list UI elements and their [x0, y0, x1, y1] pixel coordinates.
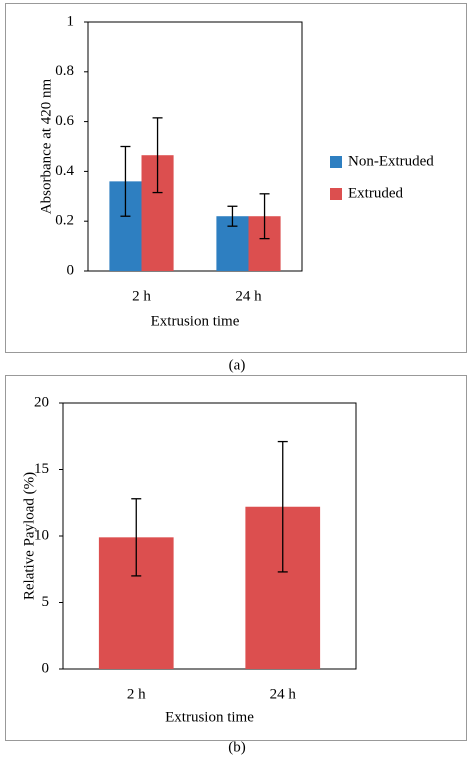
y-tick-label: 5 — [42, 594, 50, 610]
legend-swatch — [330, 156, 342, 168]
plot-area-border — [87, 21, 303, 272]
x-tick-label: 2 h — [127, 686, 146, 702]
error-bar — [227, 205, 238, 227]
x-axis-label: Extrusion time — [165, 709, 254, 725]
y-tick-label: 1 — [67, 13, 75, 29]
y-axis-label: Absorbance at 420 nm — [38, 78, 54, 214]
y-tick-label: 10 — [34, 527, 49, 543]
panel-caption: (b) — [228, 739, 246, 755]
x-tick-label: 24 h — [270, 686, 297, 702]
panel-frame — [5, 375, 467, 741]
x-axis-label: Extrusion time — [151, 313, 240, 329]
error-bar — [277, 440, 288, 573]
error-bar — [120, 145, 131, 217]
error-bar — [152, 117, 163, 194]
y-tick-label: 0 — [42, 660, 50, 676]
y-tick-label: 0.2 — [55, 213, 74, 229]
y-tick-label: 0.4 — [55, 163, 74, 179]
y-tick-label: 0.6 — [55, 113, 74, 129]
panel-caption: (a) — [229, 357, 246, 373]
y-tick-label: 0.8 — [55, 63, 74, 79]
error-bar — [131, 498, 142, 577]
y-tick-label: 20 — [34, 394, 49, 410]
y-tick-label: 15 — [34, 461, 49, 477]
legend-label: Non-Extruded — [348, 153, 434, 169]
x-tick-label: 2 h — [132, 288, 151, 304]
y-tick-label: 0 — [67, 262, 75, 278]
error-bar — [259, 193, 270, 240]
x-tick-label: 24 h — [235, 288, 262, 304]
legend-swatch — [330, 188, 342, 200]
y-axis-label: Relative Payload (%) — [21, 472, 37, 600]
legend-label: Extruded — [348, 185, 403, 201]
panel-frame — [5, 3, 467, 353]
